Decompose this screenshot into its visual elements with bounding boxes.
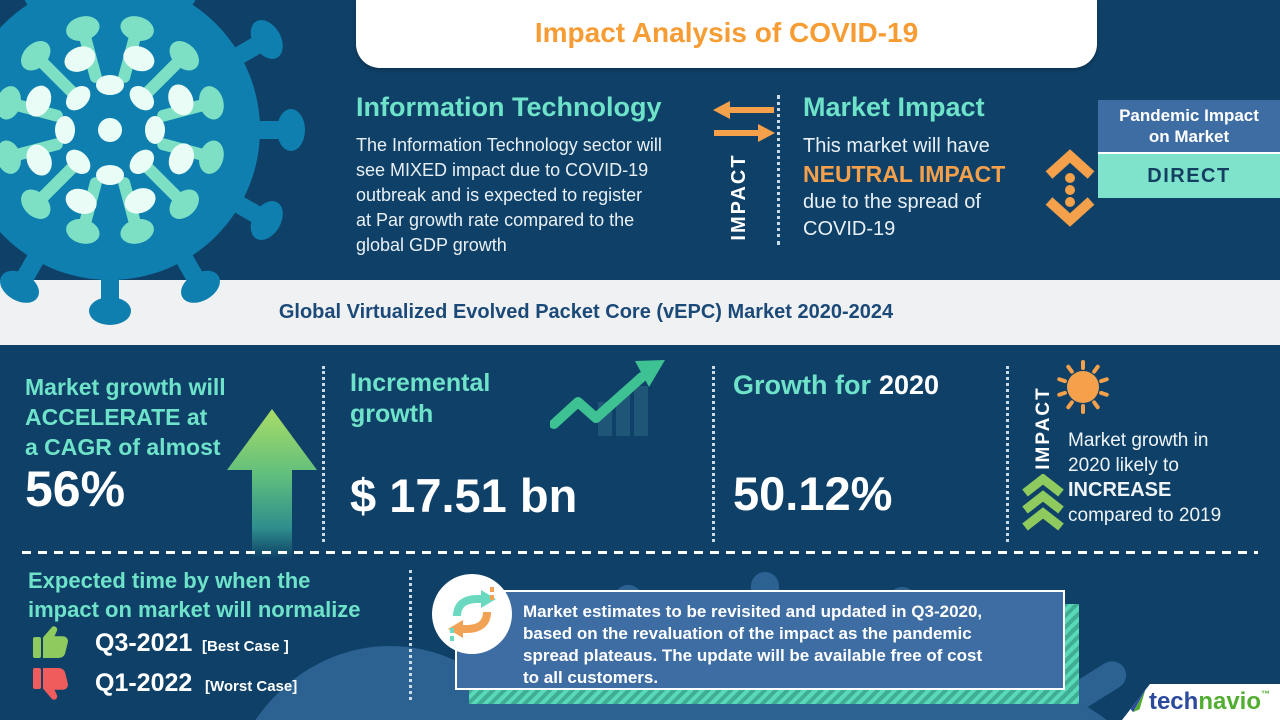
impact-2020-highlight: INCREASE	[1068, 479, 1172, 501]
title-banner: Impact Analysis of COVID-19	[356, 0, 1097, 68]
column-divider	[777, 95, 780, 245]
brand-trademark: ™	[1261, 689, 1270, 699]
brand-prefix: tech	[1148, 688, 1199, 715]
trend-line-icon	[550, 360, 665, 436]
impact-vertical-label: IMPACT	[1033, 386, 1054, 470]
updown-diamond-icon	[1045, 149, 1095, 227]
growth-2020-value: 50.12%	[733, 467, 893, 520]
market-impact-line3: COVID-19	[803, 218, 896, 240]
badge-value: DIRECT	[1098, 152, 1280, 198]
growth-2020-heading: Growth for 2020	[733, 370, 939, 401]
note-text: Market estimates to be revisited and upd…	[523, 602, 983, 687]
market-impact-line1: This market will have	[803, 135, 990, 157]
badge-label: Pandemic Impact on Market	[1098, 100, 1280, 152]
sector-heading: Information Technology	[356, 92, 662, 122]
dashed-separator	[22, 551, 1258, 554]
incremental-value: $ 17.51 bn	[350, 469, 578, 522]
cagr-value: 56%	[25, 461, 126, 517]
virus-illustration	[0, 0, 305, 325]
brand-suffix: navio	[1198, 688, 1261, 715]
thumbs-up-icon	[33, 626, 68, 658]
refresh-icon	[448, 587, 496, 641]
triple-chevron-up-icon	[1022, 474, 1064, 531]
growth-2020-heading-accent: Growth for	[733, 370, 871, 400]
market-impact-highlight: NEUTRAL IMPACT	[803, 161, 1006, 187]
thumbs-down-icon	[33, 668, 68, 700]
best-case-label: [Best Case ]	[202, 638, 289, 655]
worst-case-value: Q1-2022	[95, 669, 193, 697]
sector-body: The Information Technology sector will s…	[356, 135, 662, 255]
sector-panel: Information Technology The Information T…	[356, 92, 748, 258]
column-divider	[409, 570, 412, 700]
stats-divider	[712, 366, 715, 542]
stats-divider	[322, 366, 325, 542]
market-impact-heading: Market Impact	[803, 92, 985, 122]
exchange-arrows-icon	[713, 101, 775, 142]
page-title: Impact Analysis of COVID-19	[534, 17, 919, 48]
growth-2020-heading-year: 2020	[878, 370, 940, 400]
impact-2020-text: Market growth in 2020 likely to INCREASE…	[1068, 428, 1280, 528]
stats-divider	[1006, 366, 1009, 542]
incremental-heading: Incremental growth	[350, 369, 491, 428]
worst-case-label: [Worst Case]	[205, 678, 298, 695]
brand-wordmark: technavio™	[1149, 690, 1270, 714]
pandemic-impact-badge: Pandemic Impact on Market DIRECT	[1098, 100, 1280, 198]
impact-2020-line3: compared to 2019	[1068, 505, 1222, 526]
up-arrow-icon	[227, 409, 317, 558]
brand-panel: technavio™	[1122, 684, 1280, 720]
best-case-value: Q3-2021	[95, 629, 193, 657]
refresh-badge	[432, 574, 512, 654]
normalize-heading: Expected time by when the impact on mark…	[28, 568, 361, 622]
virus-icon	[1057, 360, 1109, 414]
market-impact-panel: Market Impact This market will have NEUT…	[803, 92, 1083, 243]
impact-2020-line2: 2020 likely to	[1068, 455, 1179, 476]
market-impact-line2: due to the spread of	[803, 191, 981, 213]
impact-2020-line1: Market growth in	[1068, 430, 1209, 451]
cagr-heading: Market growth will ACCELERATE at a CAGR …	[25, 374, 226, 460]
note-box: Market estimates to be revisited and upd…	[455, 590, 1065, 690]
market-title: Global Virtualized Evolved Packet Core (…	[278, 301, 894, 323]
